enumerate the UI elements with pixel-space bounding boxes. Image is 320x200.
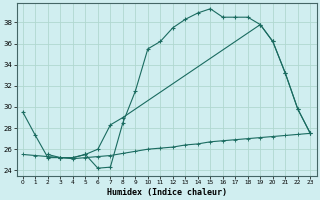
X-axis label: Humidex (Indice chaleur): Humidex (Indice chaleur)	[107, 188, 227, 197]
